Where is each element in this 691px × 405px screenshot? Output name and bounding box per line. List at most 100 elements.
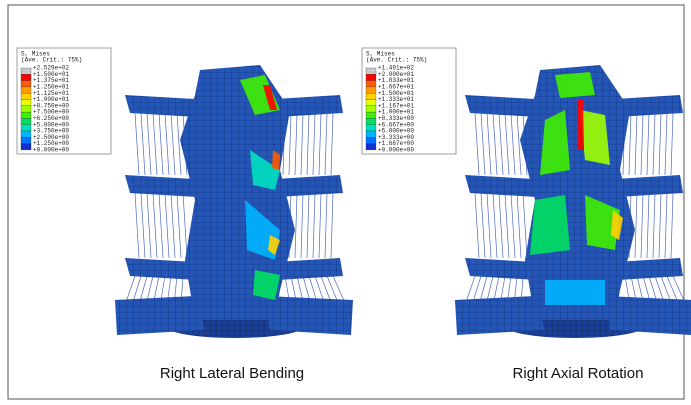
process	[125, 95, 197, 117]
ligament	[511, 193, 515, 258]
legend-swatch	[21, 100, 31, 106]
caption: Right Lateral Bending	[160, 365, 304, 382]
ligament	[325, 193, 327, 258]
ligament	[647, 193, 649, 258]
ligament	[147, 113, 151, 175]
legend-swatch	[366, 144, 376, 150]
ligament	[165, 193, 169, 258]
ligament	[319, 193, 321, 258]
legend-swatch	[21, 68, 31, 74]
process	[465, 95, 537, 117]
ligament	[171, 193, 175, 258]
ligament	[653, 193, 655, 258]
legend: S, Mises(Ave. Crit.: 75%)+2.529e+02+1.50…	[17, 48, 111, 154]
legend-swatch	[366, 87, 376, 93]
ligament	[153, 113, 157, 175]
legend-swatch	[21, 125, 31, 131]
ligament	[493, 113, 497, 175]
legend-swatch	[366, 81, 376, 87]
ligament	[171, 113, 175, 175]
base-block	[265, 296, 353, 335]
stress-region	[530, 195, 570, 255]
ligament	[331, 113, 333, 175]
legend-subtitle: (Ave. Crit.: 75%)	[21, 57, 82, 64]
ligament	[635, 193, 637, 258]
legend-swatch	[366, 100, 376, 106]
ligament	[505, 193, 509, 258]
ligament	[481, 113, 485, 175]
ligament	[671, 193, 673, 258]
ligament	[183, 193, 187, 258]
stress-region	[545, 280, 605, 305]
ligament	[517, 193, 521, 258]
ligament	[307, 193, 309, 258]
ligament	[141, 193, 145, 258]
legend-swatch	[21, 74, 31, 80]
legend-label: +0.000e+00	[33, 146, 69, 153]
ligament	[141, 113, 145, 175]
ligament	[295, 193, 297, 258]
legend-swatch	[21, 112, 31, 118]
legend-swatch	[21, 93, 31, 99]
ligament	[135, 113, 139, 175]
legend-swatch	[366, 137, 376, 143]
ligament	[307, 113, 309, 175]
stress-region	[577, 100, 584, 150]
ligament	[301, 193, 303, 258]
process	[465, 175, 537, 197]
ligament	[653, 113, 655, 175]
legend-swatch	[366, 106, 376, 112]
ligament	[313, 113, 315, 175]
ligament	[635, 113, 637, 175]
ligament	[511, 113, 515, 175]
legend-swatch	[21, 137, 31, 143]
process	[125, 175, 197, 197]
base-block	[115, 296, 205, 335]
spine-model	[455, 65, 691, 338]
ligament	[325, 113, 327, 175]
legend-swatch	[21, 87, 31, 93]
legend-swatch	[366, 93, 376, 99]
ligament	[659, 113, 661, 175]
figure: Right Lateral Bending Right Axial Rotati…	[0, 0, 691, 405]
legend-swatch	[21, 106, 31, 112]
ligament	[301, 113, 303, 175]
ligament	[159, 113, 163, 175]
ligament	[289, 113, 291, 175]
ligament	[331, 193, 333, 258]
legend: S, Mises(Ave. Crit.: 75%)+1.491e+02+2.00…	[362, 48, 456, 154]
ligament	[159, 193, 163, 258]
ligament	[319, 113, 321, 175]
legend-swatch	[21, 81, 31, 87]
legend-swatch	[21, 118, 31, 124]
ligament	[523, 193, 527, 258]
legend-swatch	[366, 131, 376, 137]
stress-region	[555, 72, 595, 98]
base-block	[455, 296, 545, 335]
ligament	[647, 113, 649, 175]
ligament	[177, 113, 181, 175]
legend-subtitle: (Ave. Crit.: 75%)	[366, 57, 427, 64]
ligament	[517, 113, 521, 175]
legend-swatch	[366, 118, 376, 124]
ligament	[313, 193, 315, 258]
ligament	[481, 193, 485, 258]
legend-swatch	[366, 74, 376, 80]
legend-swatch	[21, 131, 31, 137]
legend-swatch	[366, 68, 376, 74]
legend-swatch	[21, 144, 31, 150]
legend-swatch	[366, 125, 376, 131]
spine-model	[115, 65, 353, 338]
legend-label: +0.000e+00	[378, 146, 414, 153]
ligament	[659, 193, 661, 258]
ligament	[475, 193, 479, 258]
ligament	[493, 193, 497, 258]
ligament	[629, 113, 631, 175]
legend-swatch	[366, 112, 376, 118]
ligament	[665, 193, 667, 258]
ligament	[177, 193, 181, 258]
ligament	[641, 193, 643, 258]
ligament	[135, 193, 139, 258]
ligament	[475, 113, 479, 175]
ligament	[487, 193, 491, 258]
